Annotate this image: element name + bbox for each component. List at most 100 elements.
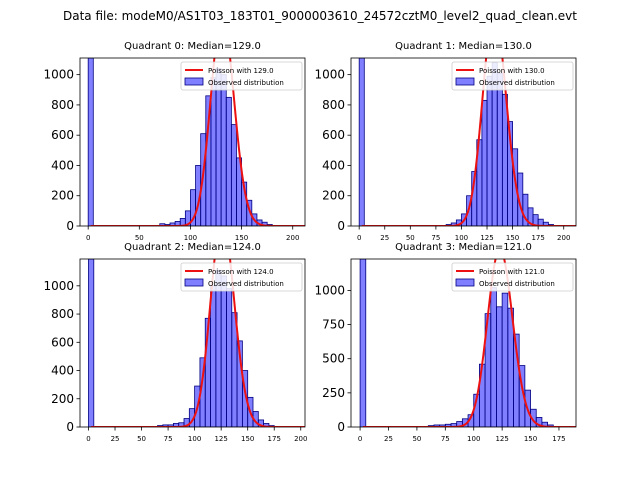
x-tick-label: 200 [294, 435, 307, 443]
histogram-bar [210, 285, 217, 427]
x-tick-label: 50 [406, 234, 415, 242]
y-tick-label: 500 [322, 352, 345, 366]
chart-title: Quadrant 0: Median=129.0 [124, 41, 261, 52]
histogram-bar [88, 259, 95, 427]
x-tick-label: 50 [137, 435, 146, 443]
y-tick-label: 0 [66, 420, 74, 434]
y-tick-label: 600 [51, 335, 74, 349]
y-tick-label: 0 [337, 219, 345, 233]
legend-line-label: Poisson with 124.0 [208, 268, 274, 276]
x-tick-label: 25 [384, 435, 393, 443]
x-tick-label: 150 [235, 234, 248, 242]
histogram-bar [215, 68, 222, 226]
legend-box [180, 262, 303, 292]
x-tick-label: 25 [111, 435, 120, 443]
legend-box [180, 61, 303, 91]
x-tick-label: 0 [358, 435, 362, 443]
histogram-bar [486, 75, 493, 226]
legend-bar-swatch [184, 278, 204, 287]
legend-bar-swatch [455, 278, 475, 287]
histogram-bar [87, 58, 94, 226]
axes-frame [79, 258, 306, 428]
y-tick-label: 800 [51, 307, 74, 321]
y-tick-label: 800 [322, 98, 345, 112]
histogram-bar [496, 306, 503, 427]
x-tick-label: 175 [552, 435, 565, 443]
chart-panel-3: 0 250 500 750 1000 0 25 50 75 100 125 150 175 Quadran… [314, 242, 577, 443]
legend-box [451, 262, 574, 292]
x-tick-label: 100 [467, 435, 480, 443]
legend-bar-swatch [455, 77, 475, 86]
x-tick-label: 75 [441, 435, 450, 443]
histogram-bar [481, 99, 488, 226]
figure-title: Data file: modeM0/AS1T03_183T01_90000036… [63, 9, 577, 23]
chart-title: Quadrant 3: Median=121.0 [395, 242, 532, 253]
histogram-bar [359, 259, 367, 427]
legend-bar-label: Observed distribution [208, 280, 284, 288]
y-tick-label: 1000 [314, 68, 345, 82]
y-tick-label: 200 [51, 392, 74, 406]
x-tick-label: 200 [557, 234, 570, 242]
histogram-bar [215, 269, 222, 427]
chart-title: Quadrant 1: Median=130.0 [395, 41, 532, 52]
x-tick-label: 125 [495, 435, 508, 443]
poisson-curve [362, 259, 576, 427]
y-tick-label: 400 [51, 158, 74, 172]
y-tick-label: 1000 [43, 279, 74, 293]
chart-panel-0: 0 200 400 600 800 1000 0 50 100 150 200 Quadrant 0:… [43, 41, 306, 242]
y-tick-label: 600 [322, 128, 345, 142]
y-tick-label: 200 [322, 189, 345, 203]
x-tick-label: 175 [531, 234, 544, 242]
legend-bar-swatch [184, 77, 204, 86]
legend-box [451, 61, 574, 91]
x-tick-label: 75 [164, 435, 173, 443]
axes-frame [350, 258, 577, 428]
histogram-bar [220, 275, 227, 427]
x-tick-label: 100 [184, 234, 197, 242]
histogram-bar [220, 74, 227, 226]
histogram-bar [225, 96, 232, 226]
x-tick-label: 150 [241, 435, 254, 443]
legend-line-label: Poisson with 129.0 [208, 67, 274, 75]
x-tick-label: 100 [455, 234, 468, 242]
y-tick-label: 400 [51, 364, 74, 378]
y-tick-label: 1000 [314, 283, 345, 297]
x-tick-label: 50 [412, 435, 421, 443]
plot-area [359, 259, 576, 427]
y-tick-label: 600 [51, 128, 74, 142]
x-tick-label: 125 [214, 435, 227, 443]
histogram-bar [501, 292, 509, 427]
y-tick-label: 0 [337, 420, 345, 434]
y-tick-label: 250 [322, 386, 345, 400]
y-tick-label: 1000 [43, 68, 74, 82]
y-tick-label: 750 [322, 318, 345, 332]
x-tick-label: 0 [357, 234, 361, 242]
legend-bar-label: Observed distribution [208, 79, 284, 87]
plot-area [358, 58, 576, 226]
x-tick-label: 200 [286, 234, 299, 242]
histogram-bar [496, 72, 503, 226]
y-tick-label: 800 [51, 98, 74, 112]
chart-panel-1: 0 200 400 600 800 1000 0 25 50 75 100 125 150 175 200 Q… [314, 41, 577, 242]
chart-title: Quadrant 2: Median=124.0 [124, 242, 261, 253]
histogram-bar [490, 287, 497, 427]
x-tick-label: 75 [431, 234, 440, 242]
histogram-bar [226, 288, 233, 427]
x-tick-label: 150 [524, 435, 537, 443]
x-tick-label: 0 [86, 435, 90, 443]
legend-bar-label: Observed distribution [479, 79, 555, 87]
legend-line-label: Poisson with 130.0 [479, 67, 545, 75]
histogram-bar [210, 77, 217, 226]
x-tick-label: 150 [506, 234, 519, 242]
x-tick-label: 50 [135, 234, 144, 242]
axes-frame [350, 57, 577, 227]
axes-frame [79, 57, 306, 227]
x-tick-label: 125 [480, 234, 493, 242]
legend-bar-label: Observed distribution [479, 280, 555, 288]
x-tick-label: 100 [188, 435, 201, 443]
y-tick-label: 0 [66, 219, 74, 233]
x-tick-label: 25 [380, 234, 389, 242]
histogram-bar [230, 124, 237, 226]
chart-panel-2: 0 200 400 600 800 1000 0 25 50 75 100 125 150 175 200 Q… [43, 242, 307, 443]
x-tick-label: 175 [268, 435, 281, 443]
